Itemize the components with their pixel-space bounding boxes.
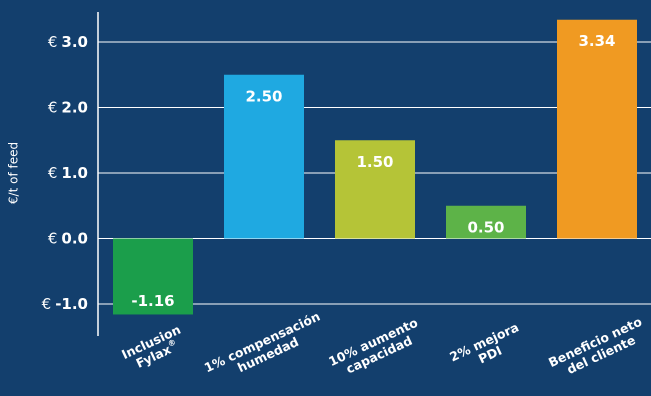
y-tick-label: €1.0 xyxy=(48,164,88,182)
y-tick-currency: € xyxy=(48,164,58,182)
bar xyxy=(113,238,193,315)
data-label: 3.34 xyxy=(578,32,615,50)
y-tick-label: €3.0 xyxy=(48,33,88,51)
data-label: 1.50 xyxy=(356,153,393,171)
bars xyxy=(113,19,637,315)
bar xyxy=(446,205,526,239)
y-tick-value: 0.0 xyxy=(61,229,88,247)
bar xyxy=(335,140,415,239)
y-tick-labels: € -1.0€ 0.0€ 1.0€ 2.0€ 3.0 xyxy=(42,33,88,313)
y-tick-value: 3.0 xyxy=(61,33,88,51)
registered-mark: ® xyxy=(166,337,177,349)
bar xyxy=(224,74,304,239)
data-label: -1.16 xyxy=(131,292,174,310)
y-tick-value: 2.0 xyxy=(61,98,88,116)
data-labels: -1.16 2.50 1.50 0.50 3.34 xyxy=(131,32,615,310)
y-axis-label: €/t of feed xyxy=(7,142,21,204)
y-tick-value: -1.0 xyxy=(55,295,88,313)
y-tick-currency: € xyxy=(48,33,58,51)
y-tick-label: €0.0 xyxy=(48,229,88,247)
y-tick-label: € -1.0 xyxy=(42,295,88,313)
y-tick-currency: € xyxy=(42,295,52,313)
bar xyxy=(557,19,637,239)
y-tick-currency: € xyxy=(48,229,58,247)
data-label: 0.50 xyxy=(467,218,504,236)
y-tick-value: 1.0 xyxy=(61,164,88,182)
y-tick-currency: € xyxy=(48,98,58,116)
data-label: 2.50 xyxy=(245,87,282,105)
y-tick-label: €2.0 xyxy=(48,98,88,116)
